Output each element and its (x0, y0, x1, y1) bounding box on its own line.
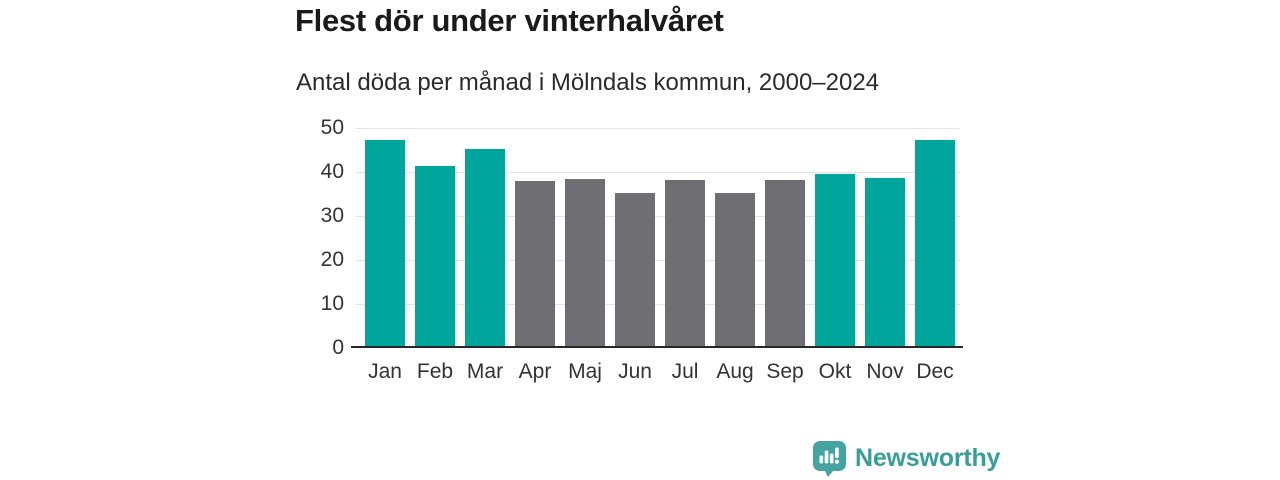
x-axis-tick-aug: Aug (716, 360, 754, 383)
y-axis-tick-30: 30 (320, 204, 344, 227)
newsworthy-logo[interactable]: Newsworthy (812, 440, 1000, 477)
newsworthy-wordmark: Newsworthy (855, 444, 1001, 472)
gridline-y-30 (356, 216, 960, 217)
y-axis-tick-40: 40 (320, 160, 344, 183)
x-axis-tick-apr: Apr (518, 360, 552, 383)
x-axis-tick-jan: Jan (368, 360, 402, 383)
bar-nov (865, 177, 905, 347)
gridline-y-40 (356, 172, 960, 173)
x-axis-baseline (351, 346, 963, 348)
x-axis-tick-maj: Maj (568, 360, 602, 383)
newsworthy-logo-icon (813, 441, 846, 477)
bar-jun (615, 192, 655, 347)
bar-okt (815, 173, 855, 347)
bar-feb (415, 166, 455, 347)
chart-subtitle: Antal döda per månad i Mölndals kommun, … (296, 69, 880, 96)
x-axis-tick-sep: Sep (766, 360, 804, 383)
bar-maj (565, 179, 605, 347)
chart-title: Flest dör under vinterhalvåret (295, 3, 724, 38)
x-axis-tick-mar: Mar (466, 360, 504, 383)
bar-sep (765, 180, 805, 347)
gridline-y-50 (356, 128, 960, 129)
bar-jan (365, 139, 405, 347)
bar-jul (665, 179, 705, 347)
bar-mar (465, 149, 505, 347)
gridline-y-20 (356, 260, 960, 261)
x-axis-tick-dec: Dec (916, 360, 954, 383)
x-axis-tick-nov: Nov (866, 360, 904, 383)
bar-chart-plot-area: 0 10 20 30 40 50 Jan Feb Mar Apr Maj Jun Jul Aug Sep Ok… (321, 116, 963, 383)
x-axis-tick-feb: Feb (416, 360, 454, 383)
gridline-y-10 (356, 304, 960, 305)
y-axis-tick-20: 20 (320, 248, 344, 271)
x-axis-tick-okt: Okt (818, 360, 852, 383)
bar-aug (715, 193, 755, 347)
y-axis-tick-50: 50 (320, 116, 344, 139)
y-axis-tick-10: 10 (320, 292, 344, 315)
x-axis-tick-jun: Jun (618, 360, 652, 383)
y-axis-tick-0: 0 (332, 336, 344, 359)
bar-dec (915, 139, 955, 347)
x-axis-tick-jul: Jul (671, 360, 699, 383)
bar-apr (515, 181, 555, 347)
